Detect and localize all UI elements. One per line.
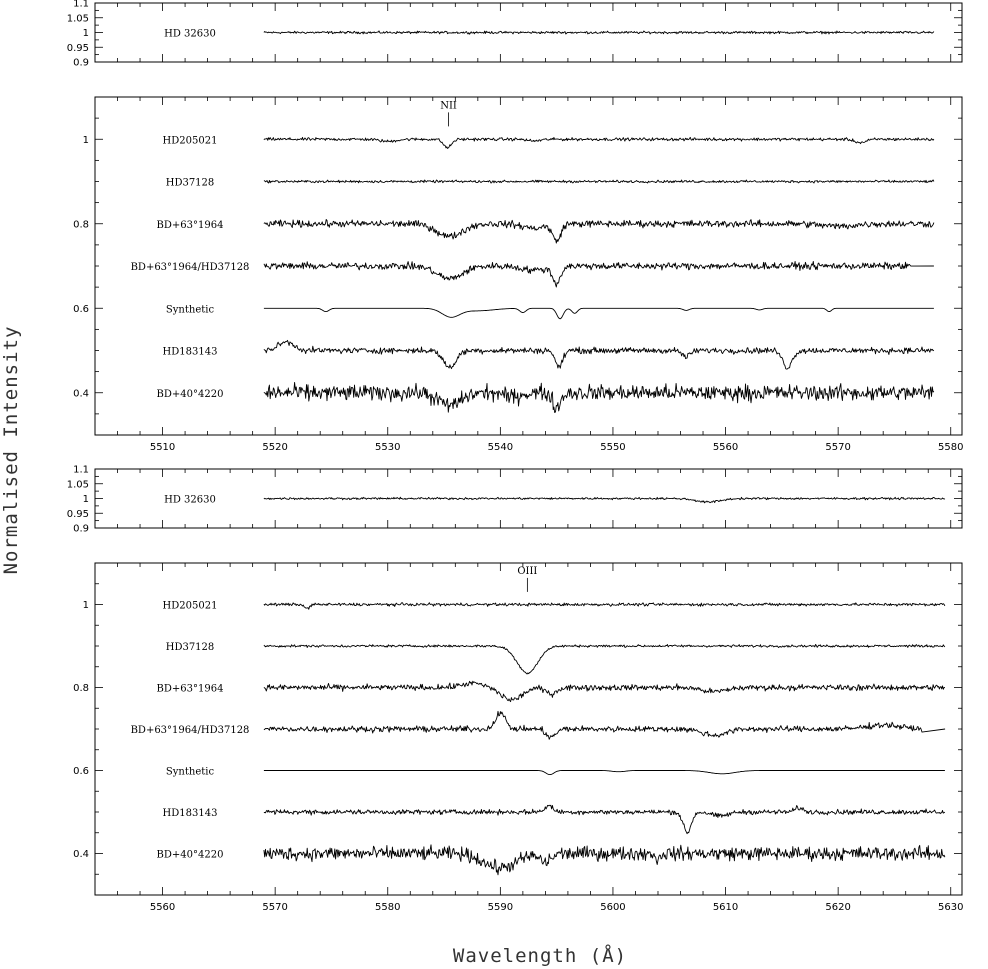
y-tick-label: 0.8 (73, 683, 89, 694)
series-label-hd-32630: HD 32630 (164, 29, 216, 40)
y-tick-label: 0.95 (67, 509, 89, 520)
spectrum-hd205021 (263, 602, 946, 610)
x-tick-label: 5530 (375, 442, 400, 453)
series-label-bd-63-1964-hd37128: BD+63°1964/HD37128 (131, 725, 250, 736)
x-tick-label: 5570 (262, 902, 287, 913)
y-tick-label: 1.1 (73, 0, 89, 10)
series-label-bd-63-1964: BD+63°1964 (157, 684, 224, 695)
series-label-bd-63-1964: BD+63°1964 (157, 220, 224, 231)
x-tick-label: 5590 (488, 902, 513, 913)
series-label-synthetic: Synthetic (166, 304, 215, 315)
y-tick-label: 0.9 (73, 58, 89, 69)
y-tick-label: 1 (83, 600, 89, 611)
y-tick-label: 0.4 (73, 849, 89, 860)
x-tick-label: 5510 (150, 442, 175, 453)
y-tick-label: 0.8 (73, 219, 89, 230)
panel-oiii-region: 5560 5570 5580 5590 5600 5610 5620 5630 0.4 0.6 0.… (73, 562, 963, 913)
x-tick-label: 5560 (713, 442, 738, 453)
series-label-bd-40-4220: BD+40°4220 (157, 850, 224, 861)
series-label-hd37128: HD37128 (166, 178, 215, 189)
y-axis-title: Normalised Intensity (0, 326, 22, 575)
x-tick-label: 5550 (600, 442, 625, 453)
spectrum-bd-63-1964-hd37128 (263, 710, 946, 740)
x-tick-label: 5630 (938, 902, 963, 913)
spectrum-bd-63-1964 (263, 680, 946, 703)
spectrum-bd-63-1964 (263, 219, 935, 244)
series-label-synthetic: Synthetic (166, 767, 215, 778)
y-tick-label: 1.1 (73, 465, 89, 476)
x-tick-label: 5560 (150, 902, 175, 913)
y-tick-label: 1 (83, 135, 89, 146)
y-tick-label: 0.95 (67, 43, 89, 54)
spectrum-hd183143 (263, 339, 935, 370)
spectrum-hd37128 (263, 643, 946, 675)
y-tick-label: 0.4 (73, 388, 89, 399)
series-label-hd183143: HD183143 (163, 808, 218, 819)
line-id-label: NII (440, 100, 457, 111)
series-label-hd-32630: HD 32630 (164, 495, 216, 506)
spectrum-bd-63-1964-hd37128 (263, 260, 934, 288)
y-tick-label: 0.6 (73, 304, 89, 315)
spectrum-bd-40-4220 (263, 381, 935, 413)
series-label-hd37128: HD37128 (166, 642, 215, 653)
line-id-label: OIII (517, 566, 537, 577)
y-tick-label: 1.05 (67, 479, 89, 490)
y-tick-label: 1.05 (67, 13, 89, 24)
y-tick-label: 0.9 (73, 524, 89, 535)
spectrum-hd205021 (263, 136, 935, 149)
series-label-hd205021: HD205021 (163, 135, 218, 146)
spectrum-bd-40-4220 (263, 844, 946, 876)
spectrum-hd-32630 (263, 30, 935, 35)
spectrum-synthetic (263, 770, 945, 776)
spectrum-synthetic (263, 307, 934, 320)
x-tick-label: 5600 (600, 902, 625, 913)
x-tick-label: 5540 (488, 442, 513, 453)
x-axis-title: Wavelength (Å) (453, 944, 627, 967)
y-tick-label: 0.6 (73, 766, 89, 777)
spectrum-hd37128 (263, 179, 935, 184)
series-label-hd205021: HD205021 (163, 601, 218, 612)
x-tick-label: 5610 (713, 902, 738, 913)
y-tick-label: 1 (83, 494, 89, 505)
panel-middle-reference: 0.9 0.95 1 1.05 1.1 HD 32630 (67, 465, 963, 535)
spectrum-hd183143 (263, 804, 946, 835)
x-tick-label: 5580 (938, 442, 963, 453)
panel-top-reference: 0.9 0.95 1 1.05 1.1 HD 32630 (67, 0, 963, 69)
x-tick-label: 5570 (825, 442, 850, 453)
series-label-bd-63-1964-hd37128: BD+63°1964/HD37128 (131, 262, 250, 273)
series-label-bd-40-4220: BD+40°4220 (157, 389, 224, 400)
y-tick-label: 1 (83, 28, 89, 39)
spectrum-hd-32630 (263, 496, 946, 504)
x-tick-label: 5580 (375, 902, 400, 913)
panel-nii-region: 5510 5520 5530 5540 5550 5560 5570 5580 0.4 0.6 0.… (73, 96, 963, 453)
x-tick-label: 5520 (262, 442, 287, 453)
series-label-hd183143: HD183143 (163, 347, 218, 358)
x-tick-label: 5620 (825, 902, 850, 913)
